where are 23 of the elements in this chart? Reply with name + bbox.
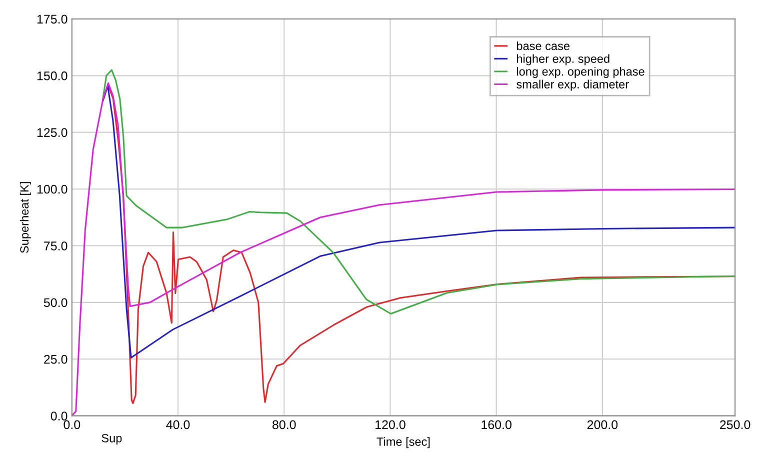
- y-tick-label: 75.0: [44, 242, 68, 250]
- y-tick-label: 25.0: [44, 354, 68, 364]
- line-series: [102, 69, 736, 315]
- x-tick-label: 80.0: [272, 420, 296, 430]
- legend-label: smaller exp. diameter: [516, 80, 629, 91]
- legend-label: base case: [516, 41, 570, 50]
- x-tick-label: 250.0: [720, 420, 750, 430]
- y-tick-label: 125.0: [37, 128, 68, 137]
- x-tick-label: 160.0: [482, 420, 512, 430]
- x-tick-label: 120.0: [376, 420, 406, 430]
- y-tick-label: 0.0: [50, 412, 68, 420]
- y-axis-title: Superheat [K]: [20, 182, 31, 253]
- y-tick-label: 50.0: [44, 298, 68, 308]
- y-tick-label: 150.0: [37, 71, 68, 80]
- x-axis-title: Time [sec]: [376, 437, 430, 448]
- x-tick-label: 0.0: [64, 420, 80, 430]
- y-tick-label: 100.0: [37, 184, 68, 194]
- x-tick-label: 40.0: [166, 420, 190, 430]
- x-tick-label: 200.0: [587, 420, 618, 430]
- text: Sup: [102, 434, 122, 445]
- legend-label: long exp. opening phase: [516, 67, 644, 78]
- y-tick-label: 175.0: [37, 14, 68, 24]
- legend-label: higher exp. speed: [517, 54, 610, 66]
